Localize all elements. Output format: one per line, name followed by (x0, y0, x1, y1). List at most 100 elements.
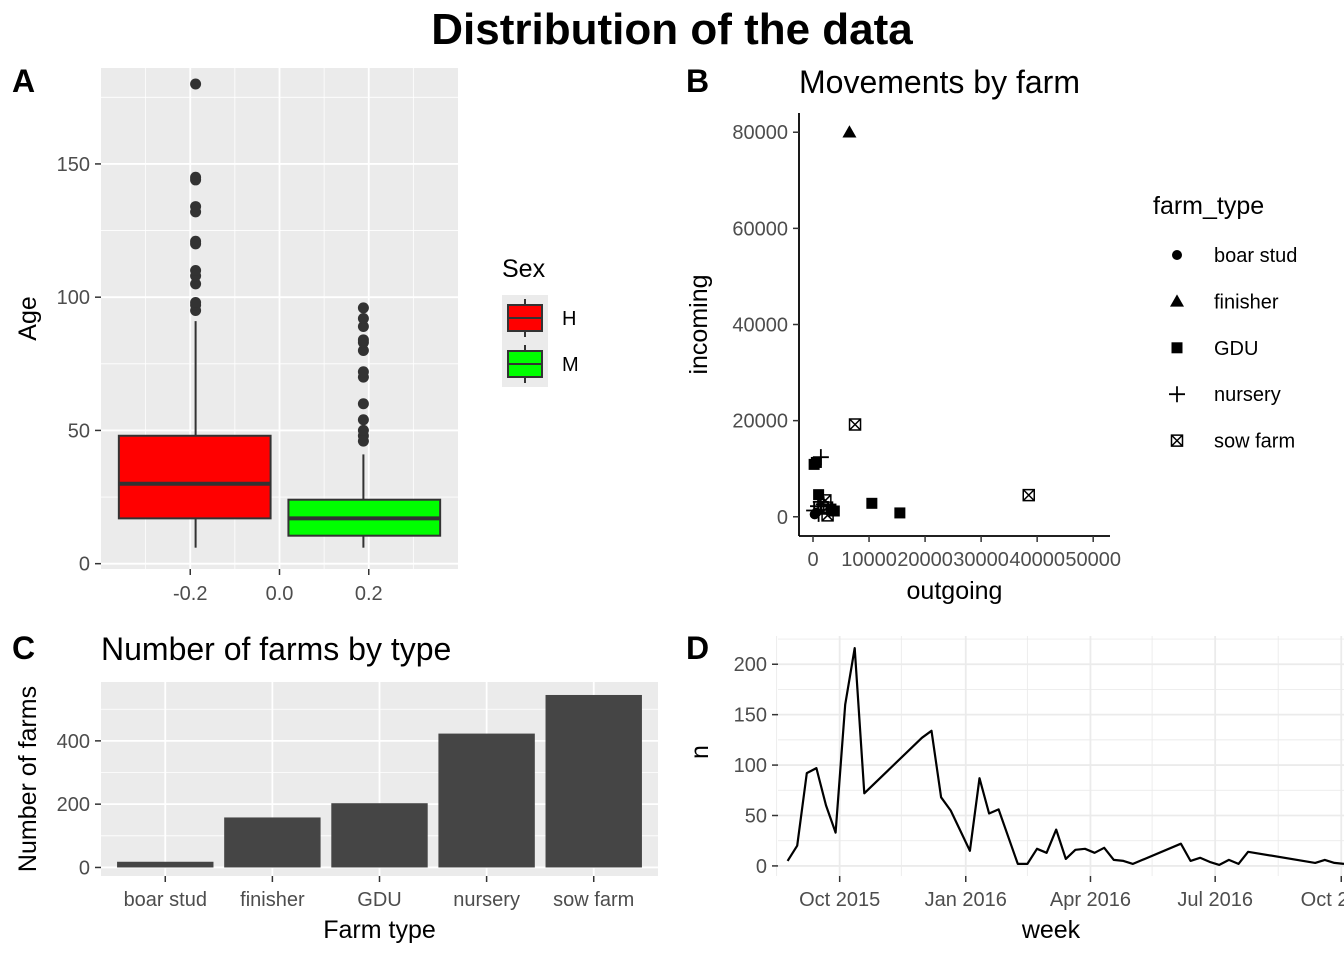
x-axis-title: outgoing (907, 577, 1003, 605)
legend-title: Sex (502, 255, 546, 283)
panel-a: A -0.2 0.0 0.2 0 50 100 150 Age Sex H M (12, 63, 579, 605)
point-sow-farm (1022, 488, 1035, 502)
outlier-point (190, 235, 202, 247)
legend-label: boar stud (1214, 245, 1297, 267)
y-tick-label: 0 (756, 856, 767, 878)
x-tick-label: -0.2 (173, 583, 207, 605)
bar-nursery (438, 733, 535, 868)
outlier-point (357, 366, 369, 378)
x-tick-label: Jan 2016 (925, 889, 1007, 911)
panel-tag: B (686, 63, 709, 99)
point-GDU (810, 456, 822, 468)
x-tick-label: 30000 (953, 549, 1009, 571)
x-tick-label: 0 (807, 549, 818, 571)
y-tick-label: 100 (57, 287, 90, 309)
outlier-point (357, 320, 369, 332)
legend-key-plus (1169, 386, 1185, 403)
x-tick-label: GDU (357, 889, 401, 911)
box-H (117, 434, 272, 520)
y-tick-label: 80000 (732, 122, 788, 144)
x-tick-label: 10000 (841, 549, 897, 571)
x-tick-label: 0.2 (355, 583, 383, 605)
legend-label: M (562, 354, 579, 376)
panel-tag: D (686, 630, 709, 666)
panel-c: C Number of farms by type boar stud finishe… (12, 630, 658, 944)
legend-title: farm_type (1153, 192, 1264, 220)
figure-title: Distribution of the data (431, 5, 913, 54)
y-axis-title: Number of farms (14, 686, 42, 872)
point-sow-farm (848, 418, 862, 431)
x-tick-label: finisher (240, 889, 305, 911)
outlier-point (190, 278, 202, 290)
y-tick-label: 40000 (732, 315, 788, 337)
outlier-point (190, 265, 202, 277)
legend-label: nursery (1214, 384, 1281, 406)
y-tick-label: 150 (734, 705, 767, 727)
x-tick-label: nursery (453, 889, 520, 911)
point-nursery (812, 449, 829, 466)
legend-key-boxx (1170, 434, 1184, 447)
legend-label: GDU (1214, 338, 1258, 360)
x-tick-label: Jul 2016 (1177, 889, 1253, 911)
y-tick-label: 400 (57, 731, 90, 753)
legend-label: finisher (1214, 291, 1279, 313)
outlier-point (357, 302, 369, 314)
outlier-point (190, 297, 202, 309)
legend-key-triangle (1170, 294, 1184, 307)
point-finisher (842, 125, 857, 138)
panel-tag: C (12, 630, 35, 666)
x-tick-label: boar stud (124, 889, 207, 911)
panel-d: D Oct 2015 Jan 2016 Apr 2016 Jul 2016 Oct 201… (686, 630, 1344, 944)
outlier-point (190, 78, 202, 90)
bar-boar-stud (117, 861, 214, 868)
panel-tag: A (12, 63, 35, 99)
x-tick-label: 40000 (1009, 549, 1065, 571)
x-axis-title: Farm type (323, 916, 436, 944)
outlier-point (190, 171, 202, 183)
point-GDU (828, 505, 840, 517)
point-GDU (866, 497, 878, 509)
y-tick-label: 0 (777, 507, 788, 529)
bar-finisher (224, 817, 321, 868)
point-GDU (894, 507, 906, 519)
x-tick-label: Oct 2016 (1301, 889, 1344, 911)
panel-title: Movements by farm (799, 64, 1080, 100)
x-tick-label: Apr 2016 (1050, 889, 1131, 911)
outlier-point (357, 344, 369, 356)
outlier-point (357, 414, 369, 426)
y-tick-label: 0 (79, 857, 90, 879)
y-axis-title: n (686, 745, 714, 759)
legend-label: sow farm (1214, 431, 1295, 453)
y-tick-label: 60000 (732, 218, 788, 240)
y-tick-label: 20000 (732, 411, 788, 433)
outlier-point (190, 201, 202, 213)
panel-title: Number of farms by type (101, 631, 451, 667)
series-line (786, 646, 1344, 867)
y-tick-label: 100 (734, 755, 767, 777)
point-sow-farm (821, 509, 834, 522)
legend-sex: Sex H M (502, 255, 579, 387)
x-tick-label: 20000 (897, 549, 953, 571)
legend-key-circle (1172, 250, 1182, 260)
outlier-point (357, 398, 369, 410)
x-tick-label: sow farm (553, 889, 634, 911)
y-tick-label: 50 (68, 420, 90, 442)
y-tick-label: 200 (57, 794, 90, 816)
y-tick-label: 200 (734, 654, 767, 676)
bar-GDU (331, 803, 428, 868)
legend-key-square (1171, 342, 1183, 354)
outlier-point (357, 424, 369, 436)
outlier-point (357, 334, 369, 346)
y-tick-label: 150 (57, 154, 90, 176)
y-tick-label: 50 (745, 805, 767, 827)
point-GDU (813, 489, 825, 501)
point-boar-stud (811, 507, 822, 518)
legend-label: H (562, 308, 576, 330)
x-tick-label: 0.0 (266, 583, 294, 605)
bar-sow-farm (545, 694, 642, 868)
y-tick-label: 0 (79, 554, 90, 576)
x-axis-title: week (1021, 916, 1081, 944)
y-axis-title: Age (14, 296, 42, 340)
